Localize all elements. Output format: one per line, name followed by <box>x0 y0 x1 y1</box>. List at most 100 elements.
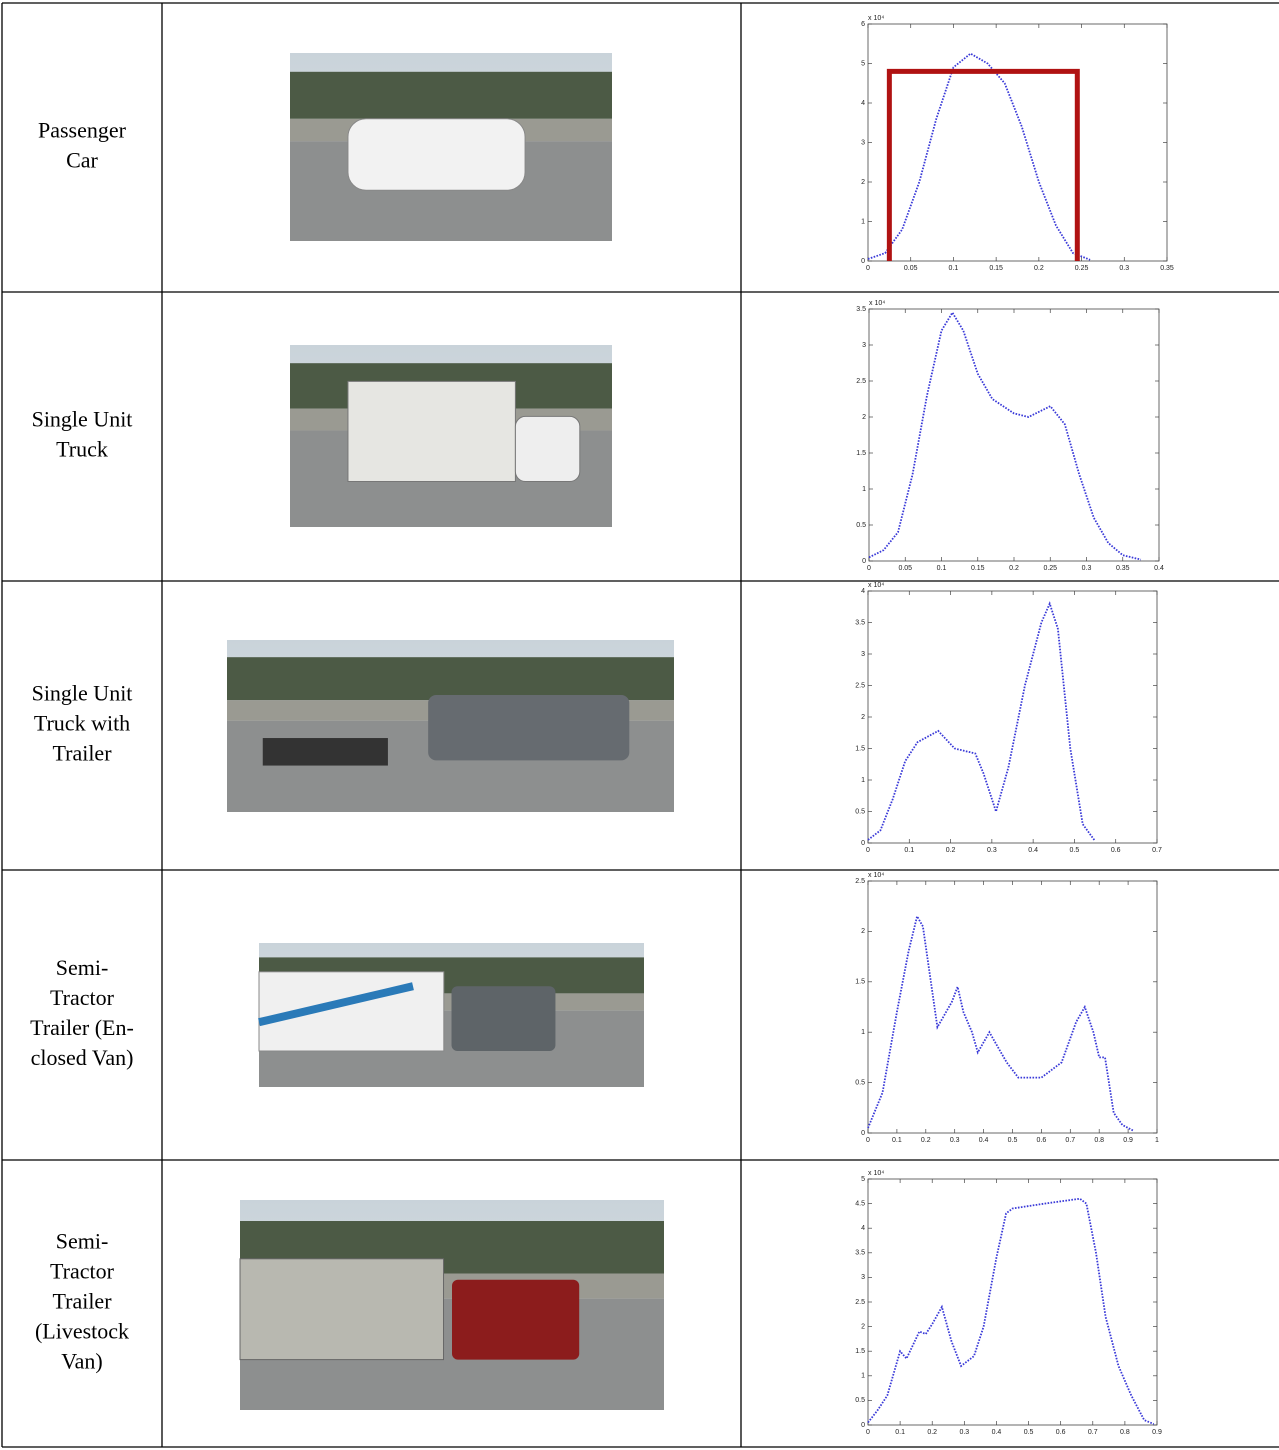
y-tick-label: 1.5 <box>856 450 866 457</box>
photo <box>290 53 612 241</box>
x-tick-label: 0 <box>866 1137 870 1144</box>
x-tick-label: 0.7 <box>1088 1429 1098 1436</box>
x-tick-label: 0.35 <box>1116 565 1130 572</box>
photo <box>227 640 674 812</box>
photo <box>290 345 612 527</box>
y-tick-label: 3.5 <box>856 306 866 313</box>
x-tick-label: 0.05 <box>904 265 918 272</box>
x-tick-label: 0.3 <box>950 1137 960 1144</box>
y-tick-label: 5 <box>861 1176 865 1183</box>
y-tick-label: 6 <box>861 21 865 28</box>
x-tick-label: 0.4 <box>1154 565 1164 572</box>
vehicle <box>263 738 388 766</box>
y-tick-label: 3 <box>862 342 866 349</box>
y-tick-label: 2 <box>861 928 865 935</box>
photo-trees <box>227 657 674 700</box>
photo <box>259 943 644 1087</box>
x-tick-label: 0.6 <box>1037 1137 1047 1144</box>
x-tick-label: 0.4 <box>979 1137 989 1144</box>
y-tick-label: 0.5 <box>855 1079 865 1086</box>
x-tick-label: 0.1 <box>937 565 947 572</box>
x-tick-label: 0.05 <box>898 565 912 572</box>
x-tick-label: 0.1 <box>904 847 914 854</box>
x-tick-label: 0 <box>866 265 870 272</box>
x-tick-label: 0.25 <box>1075 265 1089 272</box>
plot-frame <box>868 881 1157 1133</box>
x-tick-label: 0.7 <box>1152 847 1162 854</box>
x-tick-label: 0.25 <box>1043 565 1057 572</box>
y-tick-label: 2.5 <box>855 1299 865 1306</box>
x-tick-label: 0 <box>866 847 870 854</box>
row-label: Trailer <box>52 1289 112 1314</box>
x-tick-label: 0.1 <box>892 1137 902 1144</box>
row-label: Passenger <box>38 118 127 143</box>
x-tick-label: 0.9 <box>1123 1137 1133 1144</box>
axis-multiplier: x 10⁴ <box>868 582 884 589</box>
row-label: Truck with <box>34 711 130 736</box>
y-tick-label: 0 <box>861 258 865 265</box>
vehicle <box>259 972 444 1051</box>
y-tick-label: 0.5 <box>855 808 865 815</box>
y-tick-label: 1.5 <box>855 979 865 986</box>
y-tick-label: 4.5 <box>855 1200 865 1207</box>
x-tick-label: 0.6 <box>1111 847 1121 854</box>
y-tick-label: 2.5 <box>855 878 865 885</box>
y-tick-label: 2.5 <box>855 682 865 689</box>
x-tick-label: 0.5 <box>1008 1137 1018 1144</box>
y-tick-label: 0.5 <box>855 1397 865 1404</box>
x-tick-label: 0.2 <box>927 1429 937 1436</box>
axis-multiplier: x 10⁴ <box>868 1170 884 1177</box>
x-tick-label: 0.4 <box>1028 847 1038 854</box>
y-tick-label: 0 <box>861 1130 865 1137</box>
y-tick-label: 2 <box>861 714 865 721</box>
y-tick-label: 1 <box>862 486 866 493</box>
y-tick-label: 1 <box>861 1373 865 1380</box>
y-tick-label: 1.5 <box>855 1348 865 1355</box>
axis-multiplier: x 10⁴ <box>868 15 884 22</box>
y-tick-label: 2 <box>861 1323 865 1330</box>
row-label: Semi- <box>56 955 109 980</box>
vehicle <box>348 119 525 190</box>
x-tick-label: 0.7 <box>1065 1137 1075 1144</box>
x-tick-label: 0.3 <box>1082 565 1092 572</box>
row-label: Tractor <box>50 1259 115 1284</box>
axis-multiplier: x 10⁴ <box>868 872 884 879</box>
y-tick-label: 1 <box>861 777 865 784</box>
x-tick-label: 0.15 <box>989 265 1003 272</box>
x-tick-label: 0.2 <box>946 847 956 854</box>
x-tick-label: 0.5 <box>1070 847 1080 854</box>
row-label: Truck <box>56 437 108 462</box>
row-label: Trailer <box>52 741 112 766</box>
row-label: Single Unit <box>32 407 133 432</box>
x-tick-label: 0.3 <box>1119 265 1129 272</box>
row-label: Semi- <box>56 1229 109 1254</box>
plot-frame <box>868 1179 1157 1425</box>
plot-frame <box>868 591 1157 843</box>
photo-trees <box>290 72 612 119</box>
row-label: Car <box>66 148 98 173</box>
vehicle <box>240 1259 444 1360</box>
x-tick-label: 1 <box>1155 1137 1159 1144</box>
x-tick-label: 0.2 <box>921 1137 931 1144</box>
x-tick-label: 0.5 <box>1024 1429 1034 1436</box>
y-tick-label: 4 <box>861 588 865 595</box>
y-tick-label: 5 <box>861 60 865 67</box>
row-label: Trailer (En- <box>30 1015 134 1040</box>
row-label: Single Unit <box>32 681 133 706</box>
y-tick-label: 4 <box>861 1225 865 1232</box>
y-tick-label: 3 <box>861 139 865 146</box>
y-tick-label: 0 <box>861 840 865 847</box>
x-tick-label: 0.9 <box>1152 1429 1162 1436</box>
y-tick-label: 2 <box>862 414 866 421</box>
y-tick-label: 3.5 <box>855 619 865 626</box>
y-tick-label: 4 <box>861 100 865 107</box>
x-tick-label: 0.35 <box>1160 265 1174 272</box>
x-tick-label: 0.2 <box>1009 565 1019 572</box>
y-tick-label: 2 <box>861 179 865 186</box>
y-tick-label: 2.5 <box>856 378 866 385</box>
row-label: Van) <box>61 1349 103 1374</box>
vehicle <box>452 986 556 1051</box>
x-tick-label: 0.15 <box>971 565 985 572</box>
y-tick-label: 0 <box>861 1422 865 1429</box>
x-tick-label: 0 <box>867 565 871 572</box>
